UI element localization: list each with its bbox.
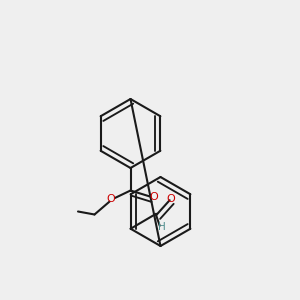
Text: H: H [158, 222, 165, 232]
Text: O: O [106, 194, 115, 205]
Text: O: O [167, 194, 176, 204]
Text: O: O [149, 191, 158, 202]
